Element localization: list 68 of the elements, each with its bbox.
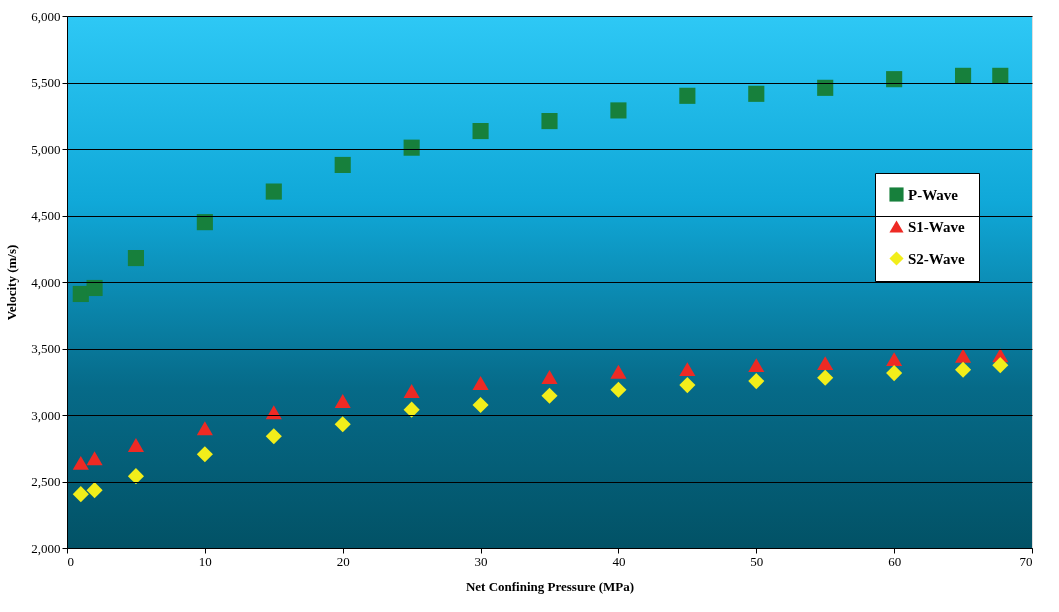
point bbox=[86, 482, 103, 499]
legend-label: S1-Wave bbox=[908, 218, 966, 235]
point bbox=[196, 214, 213, 231]
point bbox=[886, 71, 903, 88]
point bbox=[472, 122, 489, 140]
point bbox=[748, 85, 765, 102]
point bbox=[817, 369, 834, 386]
point bbox=[992, 357, 1009, 374]
point bbox=[472, 396, 489, 414]
point bbox=[955, 348, 972, 363]
point bbox=[265, 428, 282, 445]
point bbox=[541, 387, 558, 404]
point bbox=[541, 370, 558, 385]
point bbox=[334, 416, 351, 433]
point bbox=[817, 356, 834, 371]
y-tick-label: 5,500 bbox=[31, 75, 61, 90]
point bbox=[72, 455, 89, 470]
x-tick-label: 70 bbox=[1019, 553, 1033, 569]
legend-label: S2-Wave bbox=[908, 250, 966, 267]
point bbox=[886, 365, 903, 382]
point bbox=[679, 377, 696, 394]
point bbox=[265, 183, 282, 200]
x-tick-label: 30 bbox=[474, 553, 488, 569]
point bbox=[955, 361, 972, 378]
point bbox=[817, 79, 834, 96]
x-axis-title: Net Confining Pressure (MPa) bbox=[465, 578, 635, 594]
legend-label: P-Wave bbox=[908, 186, 959, 203]
point bbox=[748, 373, 765, 390]
point bbox=[196, 421, 213, 436]
x-tick-label: 60 bbox=[888, 553, 902, 569]
point bbox=[610, 102, 627, 119]
point bbox=[334, 156, 351, 174]
y-tick-label: 2,000 bbox=[31, 540, 61, 556]
y-tick-label: 2,500 bbox=[31, 474, 61, 489]
y-axis-title: Velocity (m/s) bbox=[4, 244, 20, 321]
point bbox=[127, 437, 144, 452]
point bbox=[403, 139, 420, 156]
y-tick-label: 6,000 bbox=[31, 8, 61, 24]
point bbox=[403, 401, 420, 418]
point bbox=[610, 381, 627, 398]
point bbox=[334, 394, 351, 409]
x-tick-label: 20 bbox=[336, 553, 350, 569]
x-tick-label: 40 bbox=[612, 553, 626, 569]
point bbox=[72, 486, 89, 503]
point bbox=[472, 376, 489, 391]
point bbox=[403, 384, 420, 399]
point bbox=[886, 352, 903, 367]
y-tick-label: 3,500 bbox=[31, 341, 61, 356]
point bbox=[127, 468, 144, 485]
point bbox=[196, 446, 213, 463]
x-tick-label: 50 bbox=[750, 553, 764, 569]
point bbox=[86, 451, 103, 466]
y-tick-label: 3,000 bbox=[31, 407, 61, 423]
point bbox=[127, 250, 144, 267]
y-tick-label: 5,000 bbox=[31, 141, 61, 157]
point bbox=[541, 113, 558, 130]
x-tick-label: 10 bbox=[198, 553, 212, 569]
y-tick-label: 4,000 bbox=[31, 274, 61, 290]
y-tick-label: 4,500 bbox=[31, 208, 61, 223]
point bbox=[992, 67, 1009, 84]
point bbox=[86, 279, 103, 297]
point bbox=[679, 87, 696, 104]
point bbox=[72, 285, 89, 303]
point bbox=[610, 364, 627, 379]
point bbox=[748, 358, 765, 373]
point bbox=[679, 362, 696, 377]
point bbox=[955, 67, 972, 84]
x-tick-label: 0 bbox=[67, 553, 74, 569]
